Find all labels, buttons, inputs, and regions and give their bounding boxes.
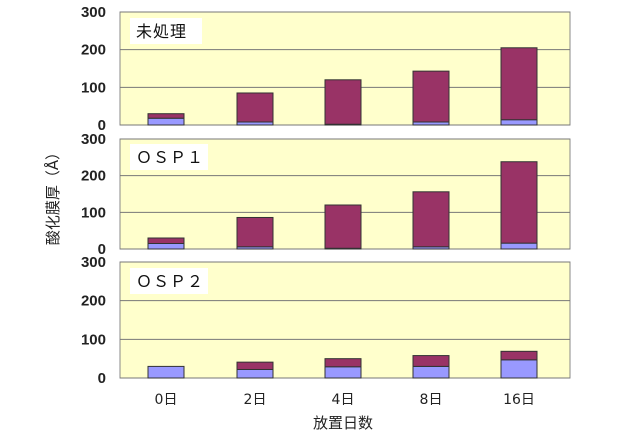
x-tick-label: 8日 [420,392,443,408]
panel-2-bar-upper-4 [500,161,538,244]
panel-1-label: 未処理 [136,22,187,41]
panel-1-bar-lower-0 [147,117,185,126]
panel-1-y-tick-label: 200 [81,42,106,59]
panel-3-bar-lower-0 [147,365,185,379]
panel-2-y-tick-label: 200 [81,168,106,185]
x-tick-label: 4日 [332,392,355,408]
panel-3-label: ＯＳＰ２ [136,272,204,291]
panel-2-bar-upper-0 [147,237,185,244]
y-axis-title: 酸化膜厚（Å） [43,145,62,245]
panel-3-label-box [130,268,208,294]
panel-2-bar-upper-2 [324,204,362,249]
panel-3-bar-lower-2 [324,366,362,379]
panel-1-y-tick-label: 300 [81,4,106,21]
panel-2-label: ＯＳＰ１ [136,148,204,167]
panel-3-bar-lower-4 [500,359,538,379]
panel-1-label-box [130,18,202,44]
panel-3-y-tick-label: 0 [98,370,106,387]
panel-2-bar-lower-4 [500,242,538,250]
panel-2-label-box [130,144,208,170]
panel-2-bar-upper-3 [412,191,450,248]
panel-3-bar-lower-1 [236,368,274,379]
panel-2-y-tick-label: 300 [81,131,106,148]
panel-3-bar-upper-2 [324,358,362,368]
panel-1-y-tick-label: 100 [81,79,106,96]
panel-2-y-tick-label: 100 [81,204,106,221]
panel-3-bar-upper-4 [500,350,538,361]
panel-1-y-tick-label: 0 [98,117,106,134]
panel-1-bar-upper-0 [147,113,185,119]
panel-1-bar-upper-4 [500,47,538,121]
panel-3-bar-lower-3 [412,365,450,379]
panel-1-bar-lower-4 [500,119,538,126]
x-tick-label: 0日 [155,392,178,408]
panel-3-y-tick-label: 100 [81,331,106,348]
panel-2-y-tick-label: 0 [98,241,106,258]
x-tick-label: 16日 [503,392,535,408]
panel-2-bar-lower-0 [147,243,185,250]
panel-1-bar-upper-2 [324,79,362,125]
x-axis-title: 放置日数 [313,414,373,432]
panel-3-y-tick-label: 200 [81,293,106,310]
panel-3-bar-upper-1 [236,361,274,370]
panel-1-bar-upper-3 [412,70,450,123]
panel-2-bar-upper-1 [236,216,274,248]
panel-1-bar-upper-1 [236,92,274,123]
panel-3-bar-upper-3 [412,355,450,367]
x-tick-label: 2日 [244,392,267,408]
panel-3-y-tick-label: 300 [81,254,106,271]
